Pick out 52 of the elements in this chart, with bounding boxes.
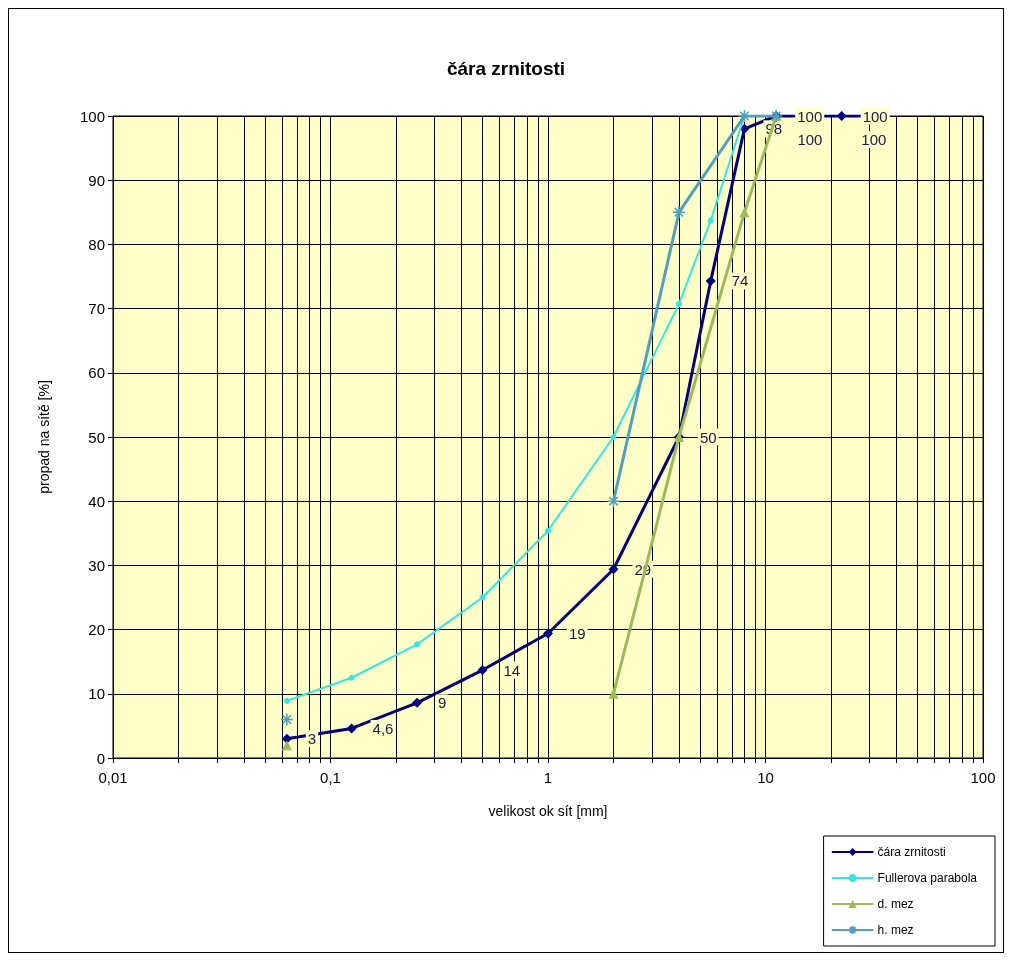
- point: [281, 740, 292, 751]
- x-axis-title: velikost ok sít [mm]: [488, 803, 608, 819]
- point: [545, 527, 551, 534]
- x-tick-label: 100: [970, 769, 996, 786]
- point: [606, 494, 621, 508]
- y-tick-label: 10: [88, 685, 105, 703]
- y-tick-label: 60: [88, 364, 105, 382]
- point: [608, 564, 619, 575]
- y-tick-label: 30: [88, 556, 105, 574]
- point: [414, 641, 421, 648]
- point: [280, 712, 294, 727]
- point: [543, 628, 553, 639]
- data-label: 14: [503, 661, 521, 679]
- y-tick-label: 20: [88, 621, 105, 639]
- data-label: 19: [569, 624, 586, 642]
- y-tick-label: 80: [88, 235, 105, 253]
- chart-title: čára zrnitosti: [446, 58, 566, 79]
- x-tick-label: 0,01: [98, 769, 128, 786]
- y-tick-label: 40: [88, 492, 105, 510]
- x-tick-label: 1: [543, 769, 553, 786]
- point: [479, 594, 486, 601]
- point: [610, 434, 617, 440]
- legend-label: Fullerova parabola: [877, 871, 978, 885]
- point: [672, 205, 686, 220]
- data-label: 3: [307, 730, 317, 748]
- y-tick-label: 0: [96, 749, 105, 767]
- y-axis-title: propad na sítě [%]: [36, 380, 52, 494]
- data-label: 100: [862, 107, 888, 125]
- data-label: 50: [699, 428, 717, 446]
- y-tick-label: 100: [79, 107, 105, 125]
- point: [675, 301, 682, 308]
- y-tick-label: 70: [88, 300, 105, 318]
- legend-label: h. mez: [877, 923, 914, 937]
- data-label: 9: [438, 694, 447, 712]
- x-tick-label: 0,1: [320, 769, 341, 786]
- data-label: 74: [731, 272, 749, 290]
- point: [283, 697, 290, 704]
- point: [477, 665, 488, 676]
- y-tick-label: 50: [88, 428, 105, 446]
- point: [348, 674, 355, 681]
- point: [346, 723, 357, 734]
- legend-label: čára zrnitosti: [877, 845, 946, 859]
- point: [281, 733, 292, 744]
- y-tick-label: 90: [88, 171, 105, 189]
- data-label: 100: [797, 131, 823, 148]
- point: [739, 207, 750, 218]
- point: [412, 697, 423, 708]
- legend-label: d. mez: [877, 897, 914, 911]
- data-label: 4,6: [372, 719, 394, 737]
- point: [608, 688, 619, 699]
- x-tick-label: 10: [757, 769, 774, 786]
- data-label: 100: [861, 131, 887, 148]
